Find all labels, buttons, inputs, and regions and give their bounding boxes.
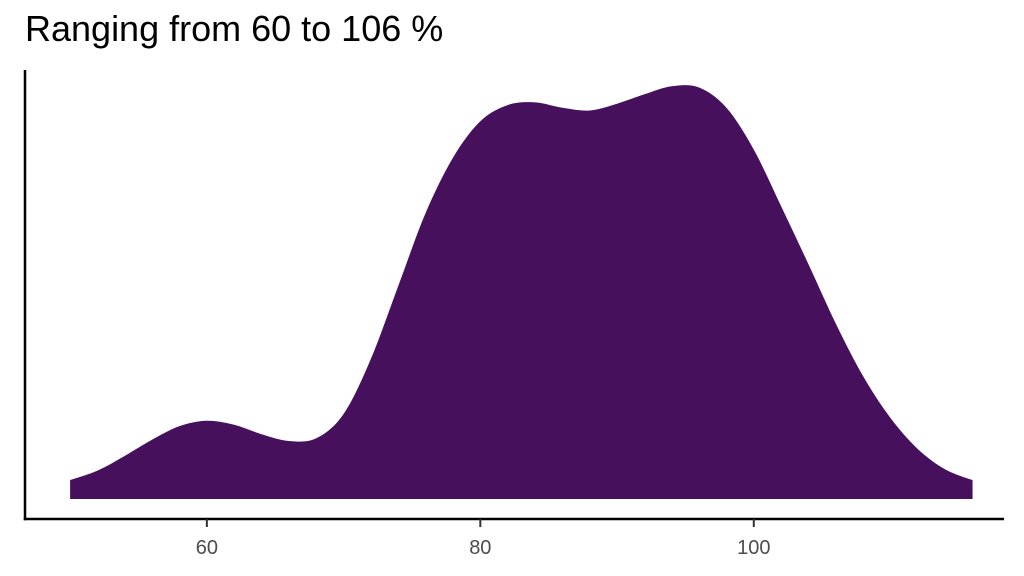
plot-area (70, 85, 973, 500)
x-tick-label: 80 (469, 537, 491, 559)
chart-title: Ranging from 60 to 106 % (25, 8, 444, 49)
x-axis-ticks: 60 80 100 (196, 519, 770, 559)
x-tick-label: 60 (196, 537, 218, 559)
x-tick-label: 100 (737, 537, 770, 559)
density-area (70, 85, 973, 500)
